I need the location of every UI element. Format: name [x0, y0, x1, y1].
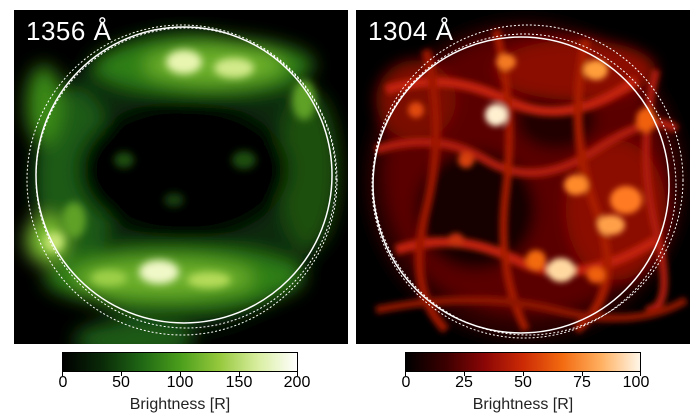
image-panel-1304: 1304 Å — [356, 10, 690, 344]
colorbar-1304-tick — [464, 372, 465, 376]
colorbar-1356 — [62, 352, 298, 372]
colorbar-1356-tick — [297, 372, 298, 376]
colorbar-1356-tick-label: 150 — [225, 374, 253, 391]
colorbar-1304-tick — [582, 372, 583, 376]
colorbar-1356-tick — [239, 372, 240, 376]
emission-image-1356 — [14, 10, 348, 344]
colorbar-1356-tick-label: 200 — [283, 374, 311, 391]
colorbar-1356-tick — [180, 372, 181, 376]
colorbar-1356-tick — [121, 372, 122, 376]
emission-image-1304 — [356, 10, 690, 344]
colorbar-1304-tick — [405, 372, 406, 376]
colorbar-1304-tick-label: 50 — [514, 374, 532, 391]
colorbar-1356-tick-label: 0 — [58, 374, 68, 391]
wavelength-label-1304: 1304 Å — [368, 16, 454, 46]
colorbar-1304-tick-label: 100 — [622, 374, 650, 391]
colorbar-1304 — [405, 352, 641, 372]
colorbar-1304-title: Brightness [R] — [472, 396, 574, 413]
colorbar-1304-tick-label: 0 — [401, 374, 411, 391]
wavelength-label-1356: 1356 Å — [26, 16, 112, 46]
image-panel-1356: 1356 Å — [14, 10, 348, 344]
colorbar-1304-tick — [523, 372, 524, 376]
colorbar-1356-tick-label: 50 — [112, 374, 130, 391]
colorbar-1304-tick — [640, 372, 641, 376]
colorbar-1304-tick-label: 25 — [455, 374, 473, 391]
colorbar-1304-tick-label: 75 — [573, 374, 591, 391]
colorbar-1356-tick-label: 100 — [166, 374, 194, 391]
colorbar-1356-tick — [62, 372, 63, 376]
colorbar-1356-title: Brightness [R] — [129, 396, 231, 413]
